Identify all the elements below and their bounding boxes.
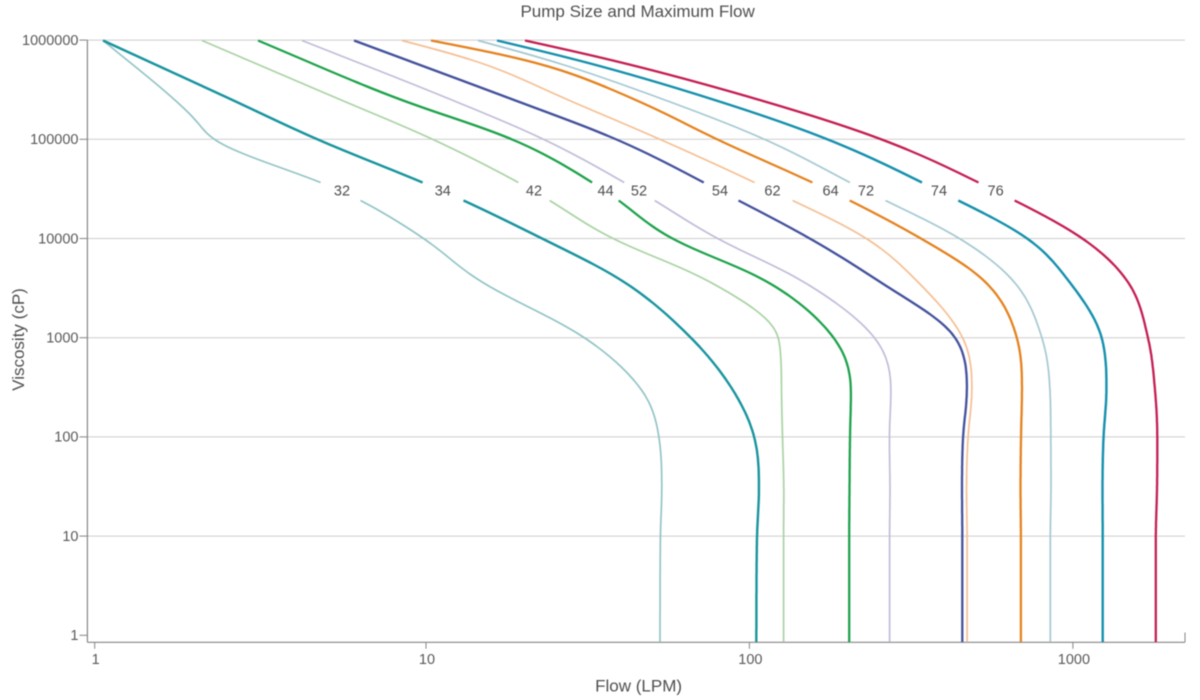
svg-text:1000000: 1000000 [22,33,78,49]
svg-text:Pump Size and Maximum Flow: Pump Size and Maximum Flow [520,2,755,21]
svg-text:10: 10 [62,529,78,545]
svg-text:1000: 1000 [1058,652,1090,668]
svg-text:100: 100 [54,430,78,446]
svg-text:76: 76 [988,184,1004,200]
svg-text:Flow (LPM): Flow (LPM) [595,677,682,696]
svg-text:54: 54 [712,184,728,200]
svg-text:42: 42 [526,184,542,200]
svg-text:62: 62 [764,184,780,200]
svg-text:52: 52 [631,184,647,200]
svg-text:1: 1 [92,652,100,668]
svg-text:100: 100 [738,652,762,668]
svg-text:44: 44 [598,184,614,200]
svg-text:72: 72 [858,184,874,200]
svg-text:100000: 100000 [30,132,78,148]
svg-text:32: 32 [334,184,350,200]
svg-text:64: 64 [823,184,839,200]
svg-text:74: 74 [931,184,947,200]
svg-text:Viscosity (cP): Viscosity (cP) [9,288,28,391]
svg-text:1000: 1000 [46,331,78,347]
svg-text:1: 1 [70,628,78,644]
svg-text:10000: 10000 [38,231,78,247]
svg-text:10: 10 [419,652,435,668]
svg-text:34: 34 [435,184,451,200]
